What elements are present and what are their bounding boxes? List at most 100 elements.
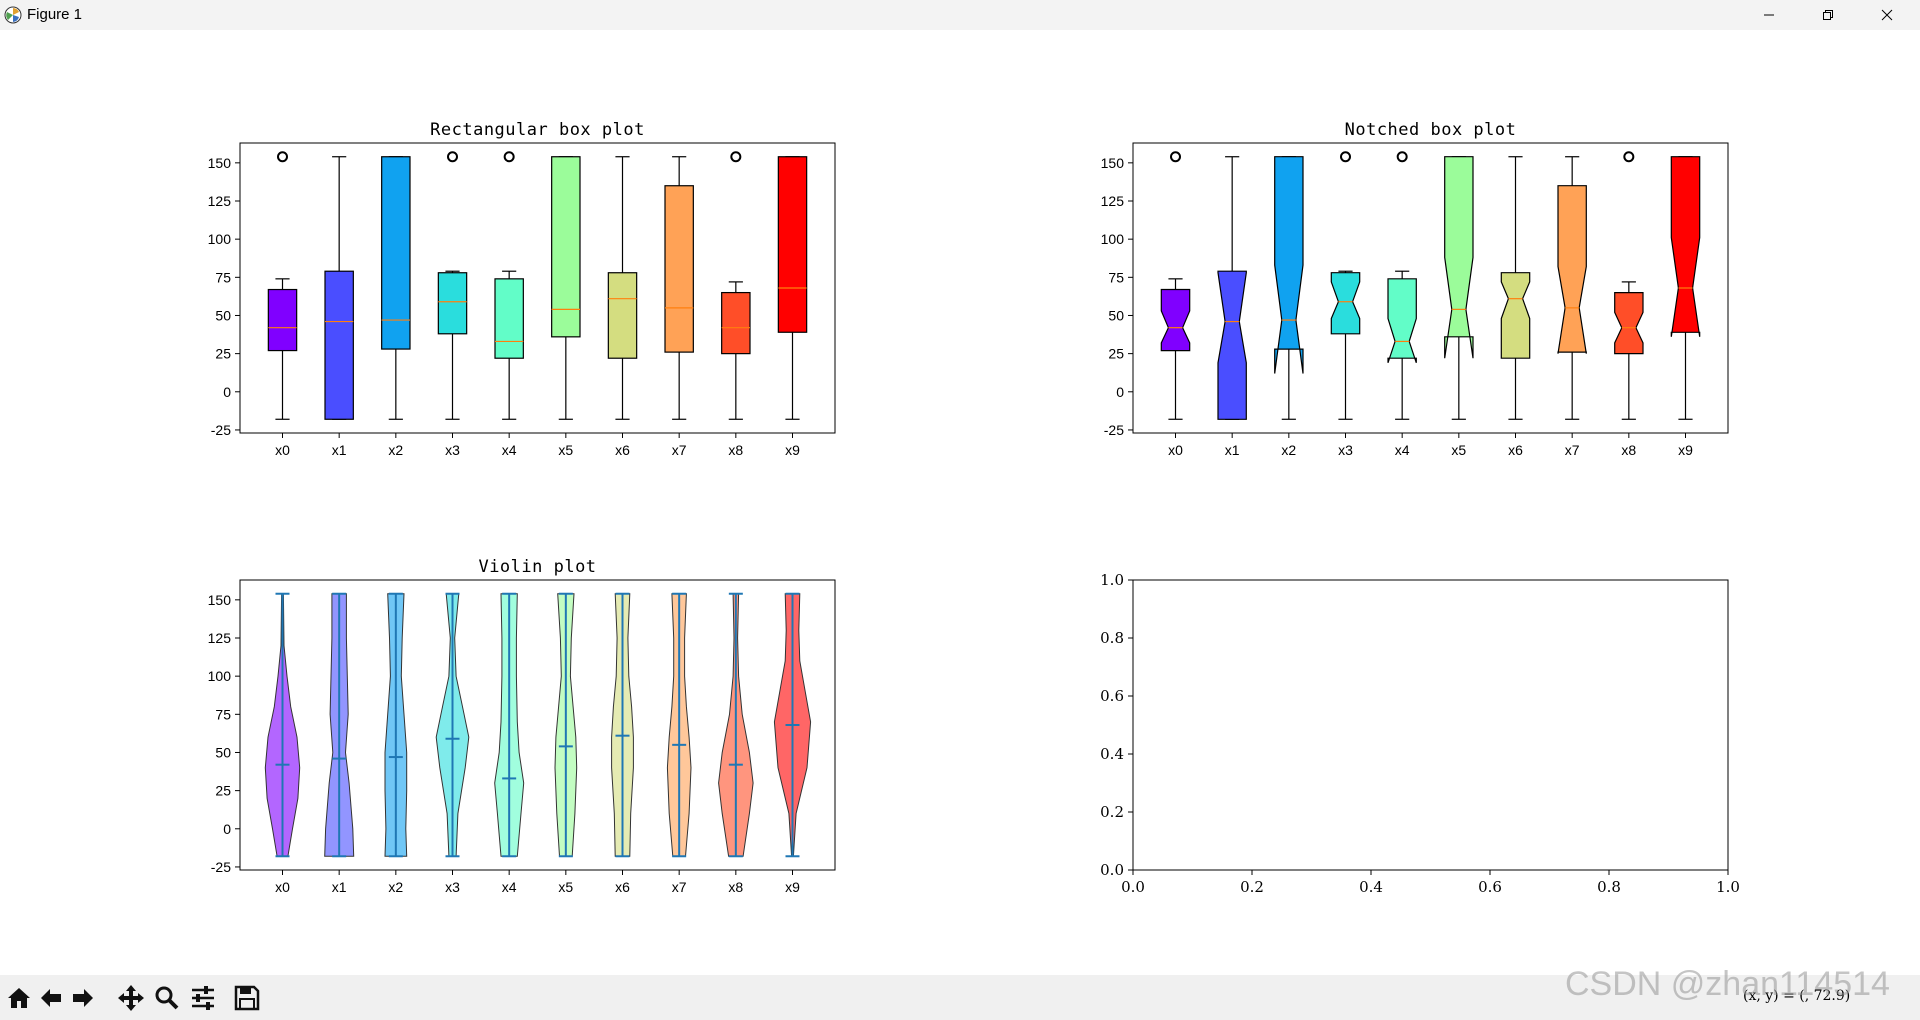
watermark: CSDN @zhan114514 (1565, 965, 1890, 1003)
x-tick-label: x1 (332, 442, 347, 458)
x-tick-label: x3 (445, 442, 460, 458)
box-x1 (324, 270, 354, 420)
y-tick-label: 150 (208, 155, 232, 171)
y-tick-label: 0.4 (1100, 745, 1124, 763)
box-x5 (551, 156, 581, 338)
box-x7 (664, 185, 694, 353)
box-x9 (777, 156, 808, 333)
arrow-right-icon (73, 989, 93, 1007)
y-tick-label: 100 (1101, 231, 1125, 247)
close-icon (1881, 9, 1893, 21)
zoom-button[interactable] (152, 983, 182, 1013)
minimize-icon (1764, 14, 1774, 16)
save-button[interactable] (232, 983, 262, 1013)
notched-box-x1 (1217, 270, 1247, 420)
x-tick-label: 0.2 (1240, 878, 1264, 896)
x-tick-label: x3 (1338, 442, 1353, 458)
subplot-title: Notched box plot (1345, 120, 1517, 140)
y-tick-label: 0 (223, 384, 231, 400)
y-tick-label: 100 (208, 668, 232, 684)
x-tick-label: 0.4 (1359, 878, 1383, 896)
x-tick-label: x7 (672, 879, 687, 895)
x-tick-label: x4 (502, 442, 517, 458)
x-tick-label: x9 (785, 442, 800, 458)
x-tick-label: 1.0 (1716, 878, 1740, 896)
y-tick-label: 75 (215, 269, 231, 285)
outlier-point (503, 151, 515, 163)
magnifier-icon (155, 986, 179, 1010)
y-tick-label: 0 (223, 821, 231, 837)
box-x4 (494, 278, 524, 359)
outlier-point (447, 151, 458, 163)
y-tick-label: 0.6 (1100, 687, 1124, 705)
notched-box-x9 (1670, 156, 1701, 337)
figure-canvas[interactable]: Rectangular box plot x0 x1 x2 x3 x4 x5 x6 x7 x8 x9… (0, 30, 1920, 975)
x-tick-label: x7 (672, 442, 687, 458)
notched-box-x3 (1330, 272, 1361, 335)
y-tick-label: 50 (1108, 307, 1124, 323)
y-tick-label: 100 (208, 231, 232, 247)
back-button[interactable] (36, 983, 66, 1013)
x-tick-label: 0.8 (1597, 878, 1621, 896)
close-button[interactable] (1864, 0, 1910, 30)
y-tick-label: 25 (1108, 346, 1124, 362)
y-tick-label: 50 (215, 744, 231, 760)
move-icon (118, 985, 144, 1011)
x-tick-label: x2 (1281, 442, 1296, 458)
y-tick-label: 125 (208, 193, 232, 209)
axes-frame (1132, 579, 1729, 871)
x-tick-label: 0.6 (1478, 878, 1502, 896)
x-tick-label: x1 (1225, 442, 1240, 458)
notched-box-x0 (1160, 288, 1191, 352)
y-tick-label: 125 (208, 630, 232, 646)
x-tick-label: x3 (445, 879, 460, 895)
y-tick-label: 75 (1108, 269, 1124, 285)
y-tick-label: 150 (208, 592, 232, 608)
y-tick-label: -25 (1104, 422, 1124, 438)
y-tick-label: 125 (1101, 193, 1125, 209)
x-tick-label: x8 (728, 879, 743, 895)
home-icon (8, 988, 30, 1008)
notched-box-x7 (1557, 185, 1587, 354)
box-x3 (437, 272, 468, 335)
outlier-point (1396, 151, 1408, 163)
navigation-toolbar (0, 975, 1920, 1020)
x-tick-label: x4 (502, 879, 517, 895)
outlier-point (1340, 151, 1351, 163)
notched-box-x6 (1500, 272, 1531, 359)
home-button[interactable] (4, 983, 34, 1013)
forward-button[interactable] (68, 983, 98, 1013)
box-x6 (607, 272, 638, 359)
x-tick-label: x6 (1508, 442, 1523, 458)
y-tick-label: 0.8 (1100, 629, 1124, 647)
configure-subplots-button[interactable] (188, 983, 218, 1013)
y-tick-label: 150 (1101, 155, 1125, 171)
subplot-title: Rectangular box plot (430, 120, 645, 140)
x-tick-label: x6 (615, 442, 630, 458)
x-tick-label: x2 (388, 442, 403, 458)
x-tick-label: x5 (1451, 442, 1466, 458)
window-title: Figure 1 (27, 6, 83, 23)
sliders-icon (192, 986, 214, 1010)
y-tick-label: 0.0 (1100, 861, 1124, 879)
axes-frame (1132, 142, 1729, 434)
outlier-point (1170, 151, 1181, 163)
notched-box-x5 (1444, 156, 1474, 359)
x-tick-label: x0 (275, 879, 290, 895)
x-tick-label: x1 (332, 879, 347, 895)
axes-frame (239, 142, 836, 434)
minimize-button[interactable] (1746, 0, 1792, 30)
y-tick-label: -25 (211, 422, 231, 438)
outlier-point (730, 151, 742, 163)
pan-button[interactable] (116, 983, 146, 1013)
subplot-title: Violin plot (478, 557, 596, 577)
y-tick-label: 50 (215, 307, 231, 323)
y-tick-label: 75 (215, 706, 231, 722)
restore-button[interactable] (1805, 0, 1851, 30)
arrow-left-icon (41, 989, 61, 1007)
box-x2 (381, 156, 411, 350)
x-tick-label: x9 (1678, 442, 1693, 458)
x-tick-label: x2 (388, 879, 403, 895)
coordinate-readout: (x, y) = (, 72.9) (1743, 988, 1851, 1004)
matplotlib-app-icon (4, 6, 22, 24)
